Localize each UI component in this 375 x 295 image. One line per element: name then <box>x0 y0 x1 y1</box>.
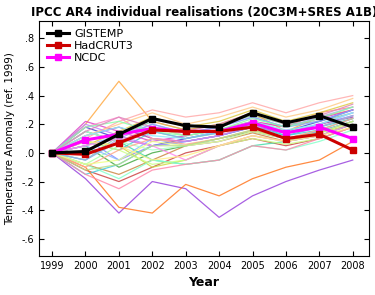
HadCRUT3 <box>250 125 255 129</box>
Line: GISTEMP: GISTEMP <box>49 109 356 156</box>
NCDC <box>250 121 255 124</box>
GISTEMP <box>317 114 322 117</box>
HadCRUT3 <box>50 151 54 155</box>
GISTEMP <box>183 124 188 127</box>
NCDC <box>183 130 188 133</box>
GISTEMP <box>217 125 221 129</box>
GISTEMP <box>351 125 355 129</box>
NCDC <box>284 131 288 135</box>
NCDC <box>117 132 121 136</box>
HadCRUT3 <box>217 130 221 133</box>
GISTEMP <box>117 132 121 136</box>
NCDC <box>351 137 355 140</box>
HadCRUT3 <box>351 148 355 152</box>
HadCRUT3 <box>150 128 154 132</box>
GISTEMP <box>83 150 88 153</box>
HadCRUT3 <box>83 153 88 156</box>
NCDC <box>317 125 322 129</box>
NCDC <box>217 130 221 133</box>
Line: HadCRUT3: HadCRUT3 <box>49 124 356 158</box>
HadCRUT3 <box>183 130 188 133</box>
Legend: GISTEMP, HadCRUT3, NCDC: GISTEMP, HadCRUT3, NCDC <box>44 27 136 65</box>
Title: IPCC AR4 individual realisations (20C3M+SRES A1B): IPCC AR4 individual realisations (20C3M+… <box>31 6 375 19</box>
Line: NCDC: NCDC <box>49 119 356 156</box>
HadCRUT3 <box>117 141 121 145</box>
NCDC <box>50 151 54 155</box>
GISTEMP <box>150 117 154 120</box>
X-axis label: Year: Year <box>189 276 220 289</box>
NCDC <box>83 138 88 142</box>
HadCRUT3 <box>284 137 288 140</box>
HadCRUT3 <box>317 132 322 136</box>
GISTEMP <box>284 121 288 124</box>
GISTEMP <box>250 111 255 114</box>
Y-axis label: Temperature Anomaly (ref. 1999): Temperature Anomaly (ref. 1999) <box>6 52 15 225</box>
GISTEMP <box>50 151 54 155</box>
NCDC <box>150 127 154 130</box>
